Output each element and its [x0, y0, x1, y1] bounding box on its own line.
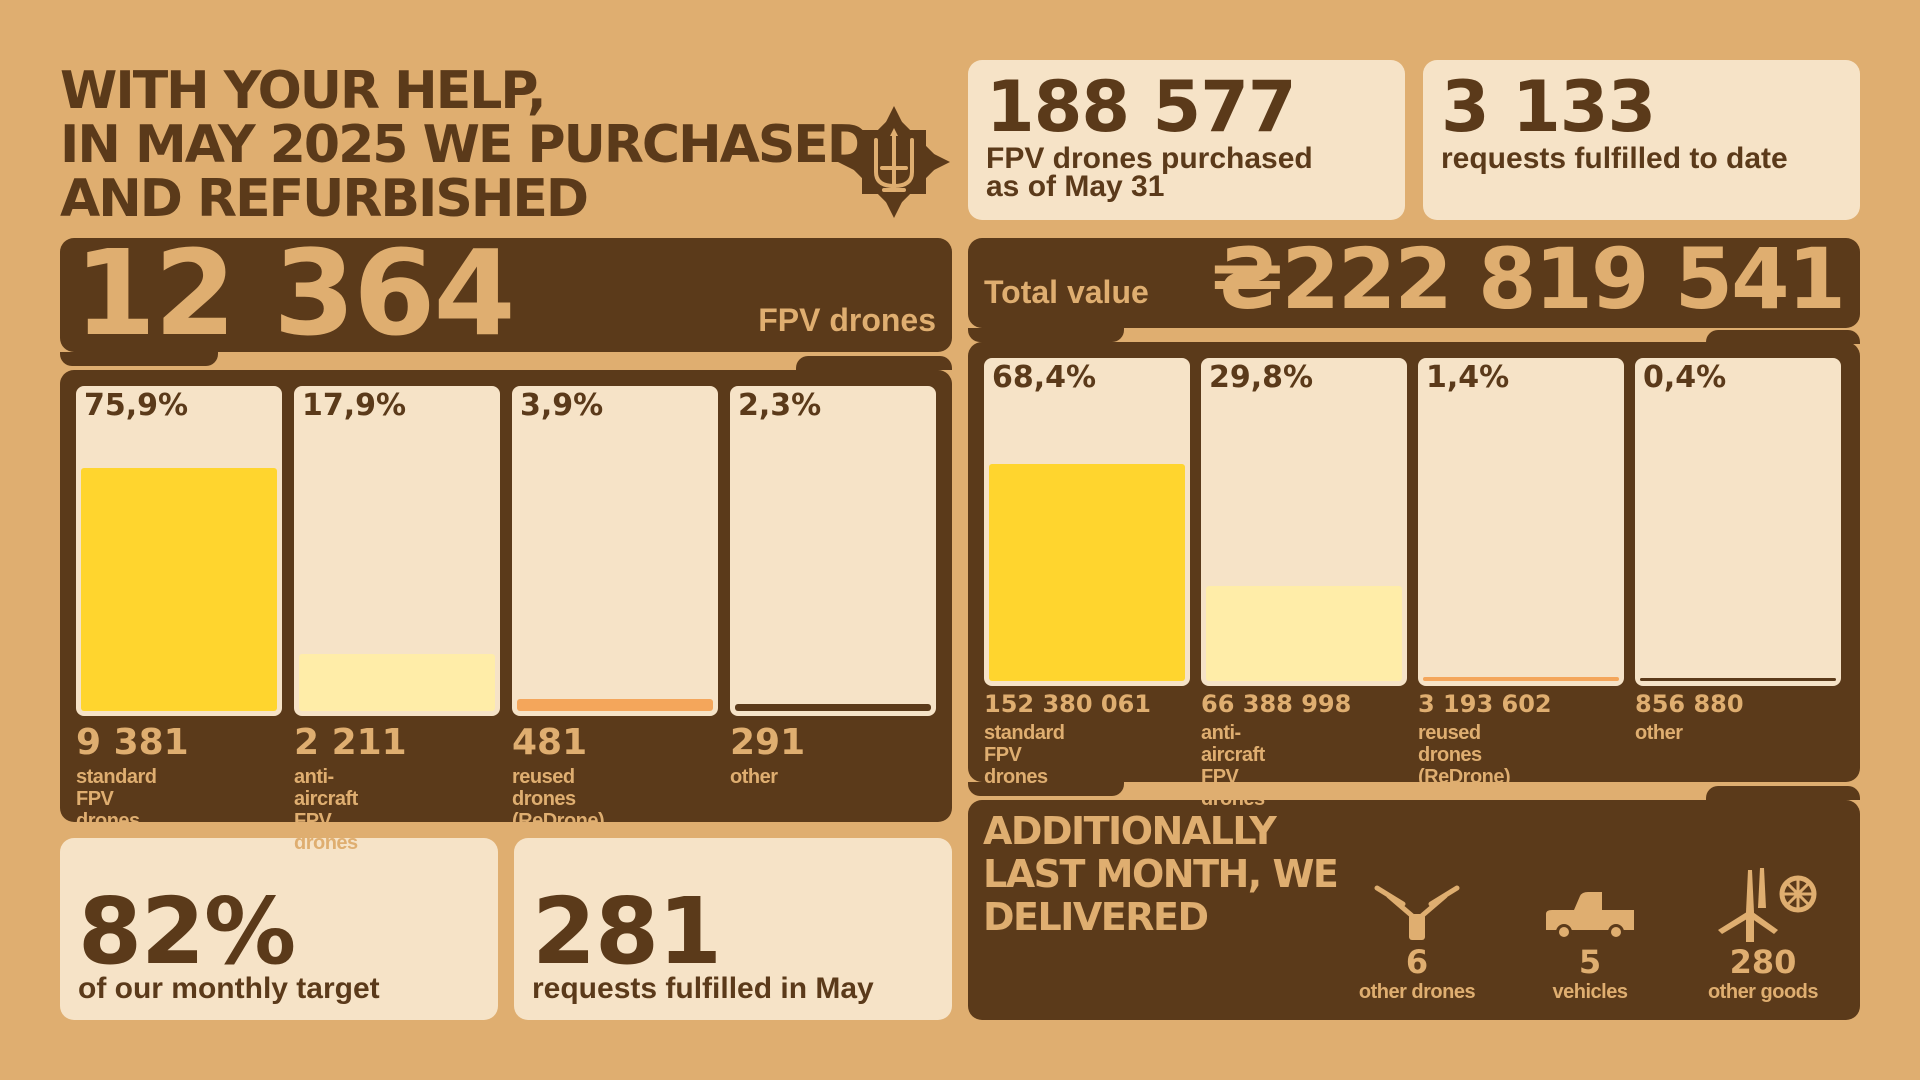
stat-box-drones-purchased: 188 577 FPV drones purchased as of May 3…: [968, 60, 1405, 220]
bar-frame: 75,9%: [76, 386, 282, 716]
headline-line-1: WITH YOUR HELP,: [60, 61, 547, 121]
bar: [1423, 676, 1619, 681]
additional-title: ADDITIONALLY LAST MONTH, WE DELIVERED: [983, 809, 1339, 939]
bar-value-label: 291: [730, 722, 806, 763]
bar-frame: 2,3%: [730, 386, 936, 716]
bar-category-label: other: [1635, 722, 1683, 744]
total-value-banner: Total value ₴222 819 541: [968, 230, 1860, 328]
bar-value-label: 9 381: [76, 722, 189, 763]
drones-total-number: 12 364: [74, 224, 516, 362]
bar-value-label: 152 380 061: [984, 690, 1152, 718]
stat-number: 281: [532, 878, 722, 985]
bar-value-label: 66 388 998: [1201, 690, 1352, 718]
bar-percent-label: 29,8%: [1209, 360, 1314, 395]
additional-count: 6: [1405, 943, 1429, 981]
bar-category-label: standard FPV drones: [984, 722, 1065, 788]
bar-value-label: 3 193 602: [1418, 690, 1552, 718]
bar: [1206, 586, 1402, 681]
stat-label: of our monthly target: [78, 972, 380, 1005]
bar-percent-label: 17,9%: [302, 388, 407, 423]
drone-icon: [1374, 885, 1460, 940]
stat-label: requests fulfilled in May: [532, 972, 874, 1005]
drones-total-label: FPV drones: [758, 302, 936, 338]
additional-label: other goods: [1707, 981, 1819, 1003]
bar-frame: 29,8%: [1201, 358, 1407, 686]
additional-item-goods: 280 other goods: [1678, 866, 1848, 1004]
bar-category-label: reused drones (ReDrone): [1418, 722, 1511, 788]
bar-category-label: reused drones (ReDrone): [512, 766, 605, 832]
bar-category-label: anti-aircraft FPV drones: [1201, 722, 1265, 810]
headline: WITH YOUR HELP, IN MAY 2025 WE PURCHASED…: [60, 61, 870, 229]
bar-category-label: standard FPV drones: [76, 766, 157, 832]
bar-frame: 3,9%: [512, 386, 718, 716]
stat-number: 3 133: [1441, 66, 1656, 148]
bar: [989, 463, 1185, 681]
goods-icon: [1718, 868, 1817, 942]
stat-box-requests-to-date: 3 133 requests fulfilled to date: [1423, 60, 1860, 220]
panel-tab: [1706, 786, 1860, 800]
tryzub-star-emblem-icon: [838, 106, 950, 218]
stat-label: FPV drones purchased: [986, 142, 1313, 175]
bar-percent-label: 3,9%: [520, 388, 604, 423]
bar: [735, 703, 931, 711]
stat-box-monthly-target: 82% of our monthly target: [60, 838, 498, 1020]
bar-percent-label: 2,3%: [738, 388, 822, 423]
bar-frame: 0,4%: [1635, 358, 1841, 686]
additional-title-line: DELIVERED: [983, 895, 1209, 939]
additional-item-drones: 6 other drones: [1332, 880, 1502, 1004]
panel-tab: [1706, 330, 1860, 344]
vehicle-icon: [1546, 892, 1634, 940]
bar-category-label: other: [730, 766, 778, 788]
bar-percent-label: 68,4%: [992, 360, 1097, 395]
additional-deliveries-panel: [968, 800, 1860, 1020]
additional-item-vehicles: 5 vehicles: [1505, 880, 1675, 1004]
bar: [1640, 678, 1836, 681]
total-value-label: Total value: [984, 274, 1149, 310]
bar-frame: 17,9%: [294, 386, 500, 716]
headline-line-3: AND REFURBISHED: [60, 169, 589, 229]
stat-label: requests fulfilled to date: [1441, 142, 1788, 175]
bar-value-label: 856 880: [1635, 690, 1744, 718]
additional-title-line: LAST MONTH, WE: [983, 852, 1339, 896]
bar-value-label: 481: [512, 722, 588, 763]
drones-count-banner: 12 364 FPV drones: [60, 224, 952, 362]
stat-number: 82%: [78, 878, 296, 985]
additional-label: vehicles: [1552, 981, 1628, 1003]
panel-tab: [796, 356, 952, 370]
stat-number: 188 577: [986, 66, 1297, 148]
additional-count: 280: [1729, 943, 1797, 981]
stat-box-requests-may: 281 requests fulfilled in May: [514, 838, 952, 1020]
bar-percent-label: 0,4%: [1643, 360, 1727, 395]
bar: [299, 653, 495, 711]
bar-percent-label: 1,4%: [1426, 360, 1510, 395]
bar-frame: 68,4%: [984, 358, 1190, 686]
bar: [81, 468, 277, 711]
bar-frame: 1,4%: [1418, 358, 1624, 686]
headline-line-2: IN MAY 2025 WE PURCHASED: [60, 115, 870, 175]
total-value-number: ₴222 819 541: [1211, 230, 1846, 328]
bar-category-label: anti-aircraft FPV drones: [294, 766, 358, 854]
stat-label: as of May 31: [986, 170, 1165, 203]
bar: [517, 698, 713, 711]
banner-tab: [60, 352, 218, 366]
bar-value-label: 2 211: [294, 722, 407, 763]
banner-tab: [968, 328, 1124, 342]
bar-percent-label: 75,9%: [84, 388, 189, 423]
panel-tab: [968, 782, 1124, 796]
additional-count: 5: [1578, 943, 1602, 981]
additional-title-line: ADDITIONALLY: [983, 809, 1277, 853]
additional-label: other drones: [1358, 981, 1476, 1003]
